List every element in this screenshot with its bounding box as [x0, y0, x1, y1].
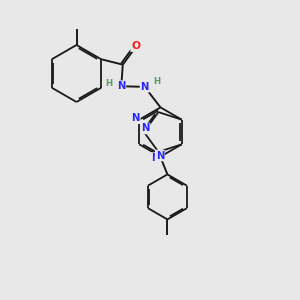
- Text: N: N: [151, 153, 159, 163]
- Text: H: H: [154, 77, 161, 86]
- Text: N: N: [117, 81, 125, 91]
- Text: N: N: [131, 113, 140, 123]
- Text: O: O: [131, 41, 140, 51]
- Text: N: N: [140, 82, 149, 92]
- Text: H: H: [105, 79, 112, 88]
- Text: N: N: [141, 123, 150, 134]
- Text: N: N: [156, 151, 164, 160]
